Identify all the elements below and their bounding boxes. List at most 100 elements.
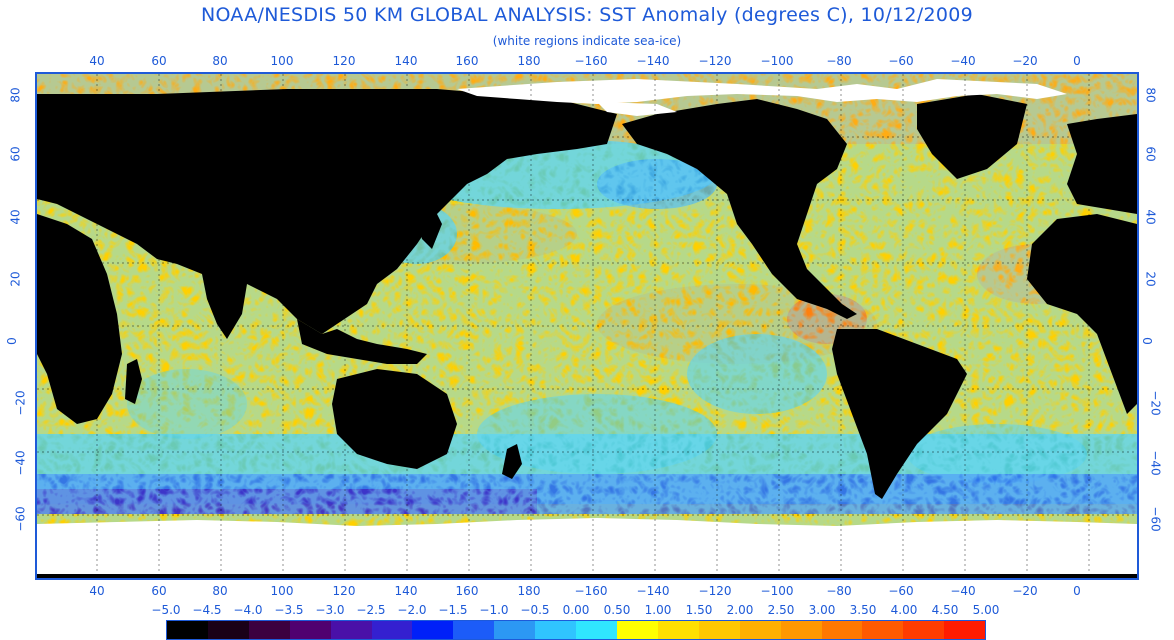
longitude-label: −60: [888, 54, 914, 68]
longitude-label: 160: [455, 54, 479, 68]
colorbar-swatch: [616, 621, 658, 639]
latitude-label-right: −20: [1148, 390, 1163, 416]
longitude-label: 60: [151, 54, 167, 68]
colorbar-swatch: [903, 621, 945, 639]
colorbar-swatch: [330, 621, 372, 639]
longitude-label: −100: [760, 54, 794, 68]
north-america-landmass: [622, 99, 857, 319]
eurasia-landmass: [37, 89, 617, 334]
new-zealand-landmass: [502, 444, 522, 479]
anomaly-colorbar: [166, 620, 986, 640]
colorbar-label: 3.00: [808, 603, 836, 617]
colorbar-swatch: [248, 621, 290, 639]
colorbar-label: 5.00: [972, 603, 1000, 617]
colorbar-swatch: [821, 621, 863, 639]
colorbar-label: −2.5: [356, 603, 386, 617]
latitude-label-left: −40: [13, 450, 28, 476]
colorbar-label: −0.5: [520, 603, 550, 617]
colorbar-label: −4.0: [233, 603, 263, 617]
indonesia-landmass: [297, 319, 427, 364]
colorbar-swatch: [576, 621, 617, 639]
colorbar-label: 0.00: [562, 603, 590, 617]
latitude-label-right: 80: [1143, 87, 1158, 103]
longitude-label: 60: [151, 584, 167, 598]
antarctic-sea-ice: [37, 518, 1137, 574]
longitude-label: −140: [636, 584, 670, 598]
colorbar-swatch: [780, 621, 822, 639]
india-landmass: [202, 274, 247, 339]
colorbar-label: 0.50: [603, 603, 631, 617]
longitude-label: −120: [698, 584, 732, 598]
longitude-label: 0: [1073, 584, 1081, 598]
longitude-label: −120: [698, 54, 732, 68]
colorbar-swatch: [412, 621, 454, 639]
colorbar-label: 2.50: [767, 603, 795, 617]
europe-landmass: [1067, 114, 1137, 214]
colorbar-swatch: [371, 621, 413, 639]
longitude-label: −160: [574, 54, 608, 68]
australia-landmass: [332, 369, 457, 469]
latitude-label-left: 0: [4, 337, 19, 345]
longitude-label: 40: [89, 584, 105, 598]
colorbar-swatch: [657, 621, 699, 639]
colorbar-swatch: [698, 621, 740, 639]
latitude-label-right: −40: [1148, 450, 1163, 476]
longitude-label: −40: [950, 584, 976, 598]
colorbar-swatch: [739, 621, 781, 639]
east-africa-landmass: [37, 214, 122, 424]
longitude-label: 140: [394, 54, 418, 68]
map-title: NOAA/NESDIS 50 KM GLOBAL ANALYSIS: SST A…: [200, 4, 974, 26]
japan-landmass: [417, 204, 442, 249]
longitude-label: 80: [212, 584, 228, 598]
longitude-label: 160: [455, 584, 479, 598]
latitude-label-right: −60: [1148, 506, 1163, 532]
colorbar-swatch: [862, 621, 904, 639]
latitude-label-left: −60: [13, 506, 28, 532]
latitude-label-right: 60: [1143, 146, 1158, 162]
latitude-label-right: 40: [1143, 209, 1158, 225]
longitude-label: 120: [332, 584, 356, 598]
longitude-label: −20: [1012, 54, 1038, 68]
longitude-label: −160: [574, 584, 608, 598]
colorbar-swatch: [494, 621, 536, 639]
longitude-label: 0: [1073, 54, 1081, 68]
colorbar-label: 1.00: [644, 603, 672, 617]
colorbar-swatch: [535, 621, 577, 639]
graticule: [37, 74, 1137, 578]
colorbar-label: 4.00: [890, 603, 918, 617]
latitude-label-right: 0: [1139, 337, 1154, 345]
colorbar-swatch: [944, 621, 986, 639]
greenland-landmass: [917, 94, 1027, 179]
arctic-sea-ice: [457, 79, 1067, 104]
sst-anomaly-map: [35, 72, 1139, 580]
longitude-label: −80: [826, 54, 852, 68]
longitude-label: −20: [1012, 584, 1038, 598]
longitude-label: 80: [212, 54, 228, 68]
colorbar-label: −4.5: [192, 603, 222, 617]
africa-landmass: [1027, 214, 1137, 414]
map-subtitle: (white regions indicate sea-ice): [492, 34, 682, 48]
latitude-label-left: 80: [8, 87, 23, 103]
colorbar-label: −1.5: [438, 603, 468, 617]
colorbar-swatch: [167, 621, 208, 639]
longitude-label: 120: [332, 54, 356, 68]
colorbar-label: −5.0: [151, 603, 181, 617]
madagascar-landmass: [125, 359, 142, 404]
colorbar-swatch: [289, 621, 331, 639]
latitude-label-left: 40: [8, 209, 23, 225]
longitude-label: −100: [760, 584, 794, 598]
latitude-label-left: 60: [8, 146, 23, 162]
colorbar-swatch: [207, 621, 249, 639]
longitude-label: 40: [89, 54, 105, 68]
longitude-label: −140: [636, 54, 670, 68]
latitude-label-left: −20: [13, 390, 28, 416]
longitude-label: 140: [394, 584, 418, 598]
colorbar-swatch: [453, 621, 495, 639]
colorbar-label: −3.0: [315, 603, 345, 617]
longitude-label: 100: [270, 584, 294, 598]
colorbar-label: −3.5: [274, 603, 304, 617]
longitude-label: −80: [826, 584, 852, 598]
longitude-label: −40: [950, 54, 976, 68]
colorbar-label: 1.50: [685, 603, 713, 617]
latitude-label-left: 20: [8, 271, 23, 287]
